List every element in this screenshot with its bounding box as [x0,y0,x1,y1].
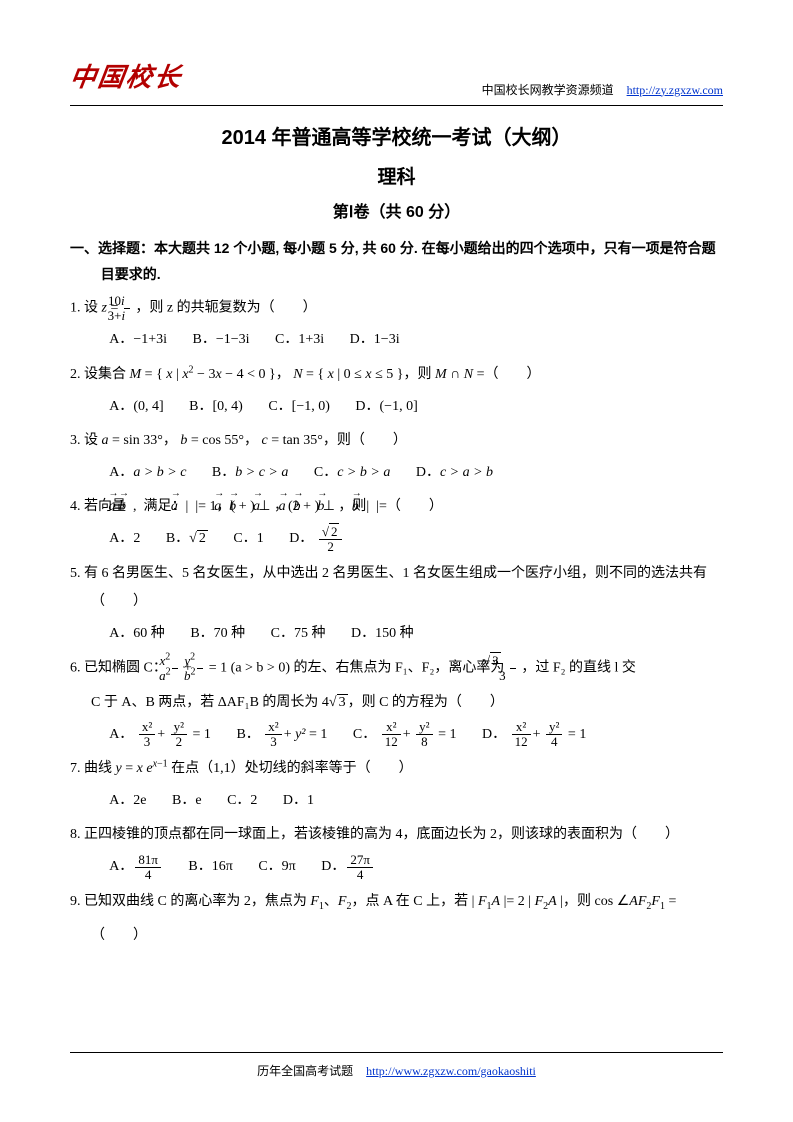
footer-text: 历年全国高考试题 [257,1064,353,1078]
q1-post: ，则 z 的共轭复数为（ ） [135,300,316,315]
q4-A: A．2 [109,524,140,553]
q2-A: A．(0, 4] [109,392,163,421]
q6-pre: 6. 已知椭圆 C： [70,661,167,676]
q4-B: B．√2 [166,524,208,553]
q1-C: C．1+3i [275,325,324,354]
q3-A: A．a > b > c [109,458,186,487]
q5-C: C．75 种 [271,619,326,648]
question-7: 7. 曲线 y = x ex−1 在点（1,1）处切线的斜率等于（ ） [70,755,723,783]
q8-A: A．81π4 [109,852,163,881]
q6-mid1: (a > b > 0) 的左、右焦点为 F₁、F₂，离心率为 [231,661,505,676]
q6-A: A． x²3+ y²2 = 1 [109,720,211,749]
q7-A: A．2e [109,786,146,815]
header-text: 中国校长网教学资源频道 [482,83,614,97]
q8-B: B．16π [188,852,232,881]
question-2: 2. 设集合 M = { x | x2 − 3x − 4 < 0 }， N = … [70,361,723,389]
question-6: 6. 已知椭圆 C： x2a2 + y2b2 = 1 (a > b > 0) 的… [70,654,723,682]
q5-options: A．60 种 B．70 种 C．75 种 D．150 种 [70,619,723,648]
footer-divider [70,1052,723,1053]
q5-B: B．70 种 [190,619,245,648]
question-9: 9. 已知双曲线 C 的离心率为 2，焦点为 F1、F2，点 A 在 C 上，若… [70,888,723,916]
q4-C: C．1 [233,524,263,553]
page-header: 中国校长 中国校长网教学资源频道 http://zy.zgxzw.com [70,55,723,103]
question-6b: C 于 A、B 两点，若 ΔAF₁B 的周长为 4√3，则 C 的方程为（ ） [70,689,723,717]
q3-B: B．b > c > a [212,458,288,487]
q3-D: D．c > a > b [416,458,493,487]
q2-D: D．(−1, 0] [355,392,417,421]
q5-A: A．60 种 [109,619,165,648]
q6-line2post: ，则 C 的方程为（ ） [348,695,504,710]
question-8: 8. 正四棱锥的顶点都在同一球面上，若该棱锥的高为 4，底面边长为 2，则该球的… [70,821,723,849]
q2-B: B．[0, 4) [189,392,243,421]
question-1: 1. 设 z = 10i 3+i ，则 z 的共轭复数为（ ） [70,294,723,322]
q2-options: A．(0, 4] B．[0, 4) C．[−1, 0) D．(−1, 0] [70,392,723,421]
question-9-paren: （ ） [70,922,723,950]
footer-link[interactable]: http://www.zgxzw.com/gaokaoshiti [366,1064,536,1078]
q1-frac: 10i 3+i [124,294,130,322]
q7-B: B．e [172,786,202,815]
title-main: 2014 年普通高等学校统一考试（大纲） [70,121,723,156]
q1-A: A．−1+3i [109,325,167,354]
page-footer: 历年全国高考试题 http://www.zgxzw.com/gaokaoshit… [0,1061,793,1082]
q3-C: C．c > b > a [314,458,390,487]
question-4: 4. 若向量 a , b 满足：| a |= 1，(a + b) ⊥ a，(2a… [70,493,723,521]
q5-D: D．150 种 [351,619,414,648]
q4-options: A．2 B．√2 C．1 D． √2 2 [70,524,723,553]
q8-options: A．81π4 B．16π C．9π D．27π4 [70,852,723,881]
site-logo: 中国校长 [67,55,185,101]
q7-C: C．2 [227,786,257,815]
q7-options: A．2e B．e C．2 D．1 [70,786,723,815]
q6-mid2: ，过 F₂ 的直线 l 交 [521,661,636,676]
q1-options: A．−1+3i B．−1−3i C．1+3i D．1−3i [70,325,723,354]
q8-C: C．9π [258,852,295,881]
header-divider [70,105,723,106]
header-right: 中国校长网教学资源频道 http://zy.zgxzw.com [482,80,723,101]
instruction: 一、选择题：本大题共 12 个小题, 每小题 5 分, 共 60 分. 在每小题… [101,235,723,288]
q4-D: D． √2 2 [289,524,344,553]
title-sub: 理科 [70,161,723,194]
q1-pre: 1. 设 [70,300,98,315]
question-5: 5. 有 6 名男医生、5 名女医生，从中选出 2 名男医生、1 名女医生组成一… [70,560,723,616]
header-link[interactable]: http://zy.zgxzw.com [627,83,723,97]
q6-line2pre: C 于 A、B 两点，若 ΔAF₁B 的周长为 4 [91,695,329,710]
q2-C: C．[−1, 0) [268,392,330,421]
q7-D: D．1 [283,786,314,815]
q6-B: B． x²3+ y² = 1 [236,720,327,749]
q1-D: D．1−3i [350,325,400,354]
q3-options: A．a > b > c B．b > c > a C．c > b > a D．c … [70,458,723,487]
q6-options: A． x²3+ y²2 = 1 B． x²3+ y² = 1 C． x²12+ … [70,720,723,749]
title-section: 第Ⅰ卷（共 60 分） [70,199,723,227]
q1-B: B．−1−3i [193,325,250,354]
q6-C: C． x²12+ y²8 = 1 [353,720,457,749]
q8-D: D．27π4 [321,852,375,881]
q6-D: D． x²12+ y²4 = 1 [482,720,586,749]
question-3: 3. 设 a = sin 33°， b = cos 55°， c = tan 3… [70,427,723,455]
